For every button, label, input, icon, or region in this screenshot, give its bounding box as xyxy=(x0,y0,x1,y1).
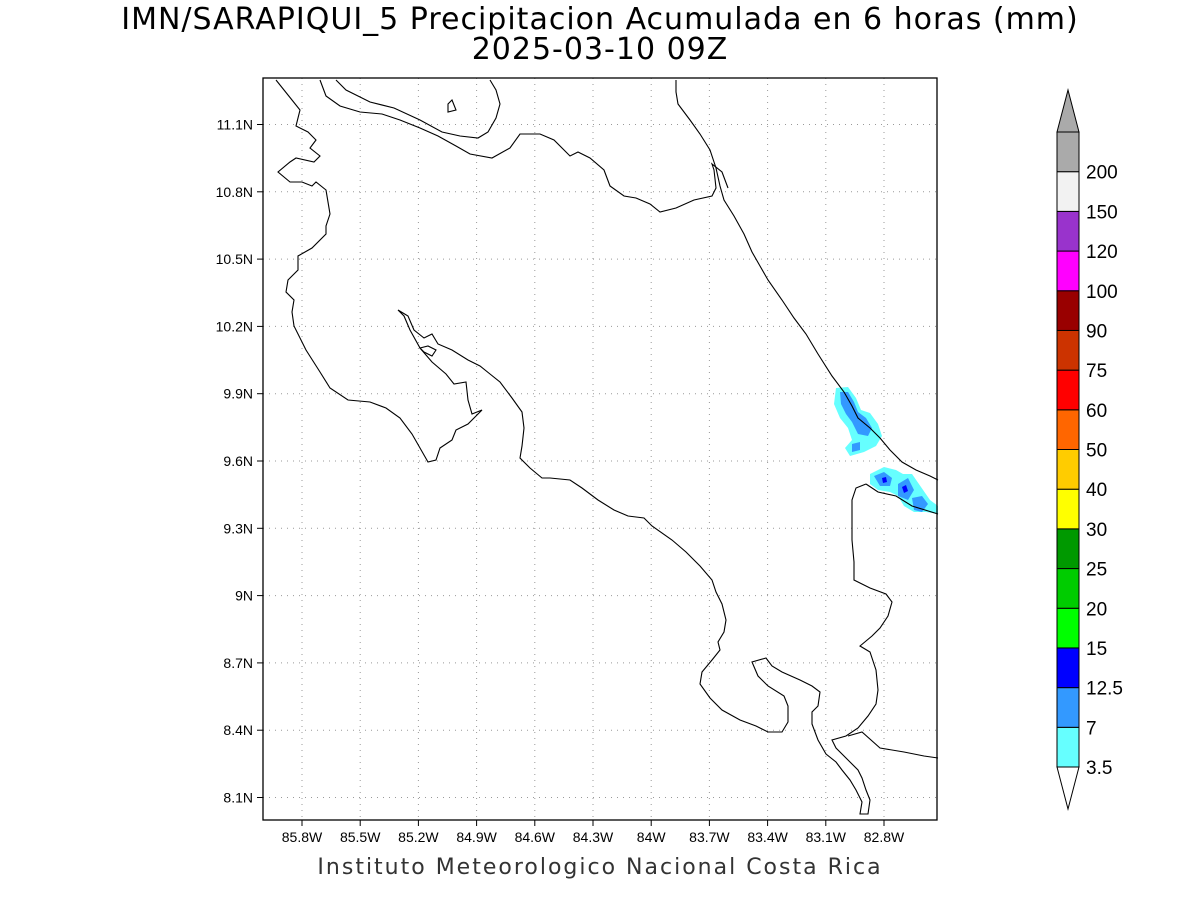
lon-label: 84W xyxy=(637,829,667,845)
lat-label: 9.3N xyxy=(223,520,253,536)
colorbar-bin xyxy=(1056,528,1080,570)
colorbar-label: 25 xyxy=(1086,560,1107,581)
footer-credit: Instituto Meteorologico Nacional Costa R… xyxy=(317,855,883,880)
lat-label: 8.4N xyxy=(223,722,253,738)
lat-label: 9.6N xyxy=(223,453,253,469)
colorbar-label: 15 xyxy=(1086,639,1107,660)
colorbar-bin xyxy=(1056,647,1080,689)
colorbar-label: 40 xyxy=(1086,480,1107,501)
map-title: IMN/SARAPIQUI_5 Precipitacion Acumulada … xyxy=(121,2,1079,37)
colorbar: 3.5 7 12.5 15 20 25 30 40 50 60 75 90 100 120 150 200 xyxy=(1056,88,1123,811)
colorbar-label: 90 xyxy=(1086,321,1107,342)
lon-label: 82.8W xyxy=(864,829,905,845)
colorbar-label: 150 xyxy=(1086,202,1118,223)
lon-label: 85.2W xyxy=(398,829,439,845)
map-valid-time: 2025-03-10 09Z xyxy=(471,32,729,67)
colorbar-bin xyxy=(1056,607,1080,649)
colorbar-label: 20 xyxy=(1086,599,1107,620)
map-frame xyxy=(262,77,938,821)
lat-label: 10.2N xyxy=(216,318,253,334)
lon-label: 83.4W xyxy=(747,829,788,845)
lon-label: 85.5W xyxy=(340,829,381,845)
lat-label: 10.8N xyxy=(216,184,253,200)
colorbar-bin xyxy=(1056,210,1080,252)
precip-area-7 xyxy=(852,442,860,452)
colorbar-bin xyxy=(1056,250,1080,292)
precipitation-field xyxy=(834,387,938,514)
colorbar-label: 75 xyxy=(1086,361,1107,382)
lat-label: 9N xyxy=(235,588,253,604)
lon-label: 83.7W xyxy=(689,829,730,845)
colorbar-bin xyxy=(1056,329,1080,371)
lat-label: 11.1N xyxy=(217,117,253,133)
colorbar-above-triangle xyxy=(1056,88,1080,133)
colorbar-label: 120 xyxy=(1086,242,1118,263)
colorbar-label: 50 xyxy=(1086,441,1107,462)
colorbar-bin xyxy=(1056,369,1080,411)
colorbar-bin xyxy=(1056,568,1080,609)
colorbar-bin xyxy=(1056,131,1080,173)
lon-label: 84.3W xyxy=(573,829,614,845)
lon-label: 84.9W xyxy=(456,829,497,845)
precip-area-7 xyxy=(912,496,928,512)
colorbar-label: 3.5 xyxy=(1086,758,1112,779)
colorbar-label: 12.5 xyxy=(1086,679,1123,700)
latitude-axis: 11.1N 10.8N 10.5N 10.2N 9.9N 9.6N 9.3N 9N 8.7N 8.… xyxy=(216,117,263,806)
graticule xyxy=(263,78,937,820)
precip-area-12.5 xyxy=(902,485,908,493)
colorbar-bin xyxy=(1056,409,1080,450)
longitude-axis: 85.8W 85.5W 85.2W 84.9W 84.6W 84.3W 84W 83.7W 83… xyxy=(282,820,905,845)
lon-label: 85.8W xyxy=(282,829,323,845)
colorbar-bin xyxy=(1056,687,1080,728)
lon-label: 83.1W xyxy=(806,829,847,845)
lat-label: 9.9N xyxy=(223,386,253,402)
colorbar-label: 200 xyxy=(1086,163,1118,184)
colorbar-bin xyxy=(1056,171,1080,212)
colorbar-label: 100 xyxy=(1086,282,1118,303)
colorbar-bin xyxy=(1056,290,1080,331)
coastline xyxy=(275,79,939,815)
colorbar-bin xyxy=(1056,726,1080,768)
precip-area-12.5 xyxy=(882,477,887,483)
colorbar-label: 7 xyxy=(1086,718,1097,739)
colorbar-bin xyxy=(1056,488,1080,530)
colorbar-below-triangle xyxy=(1056,766,1080,811)
lat-label: 8.7N xyxy=(223,655,253,671)
lat-label: 10.5N xyxy=(216,251,253,267)
lon-label: 84.6W xyxy=(515,829,556,845)
colorbar-bin xyxy=(1056,449,1080,490)
colorbar-label: 60 xyxy=(1086,401,1107,422)
lat-label: 8.1N xyxy=(223,790,253,806)
colorbar-label: 30 xyxy=(1086,520,1107,541)
